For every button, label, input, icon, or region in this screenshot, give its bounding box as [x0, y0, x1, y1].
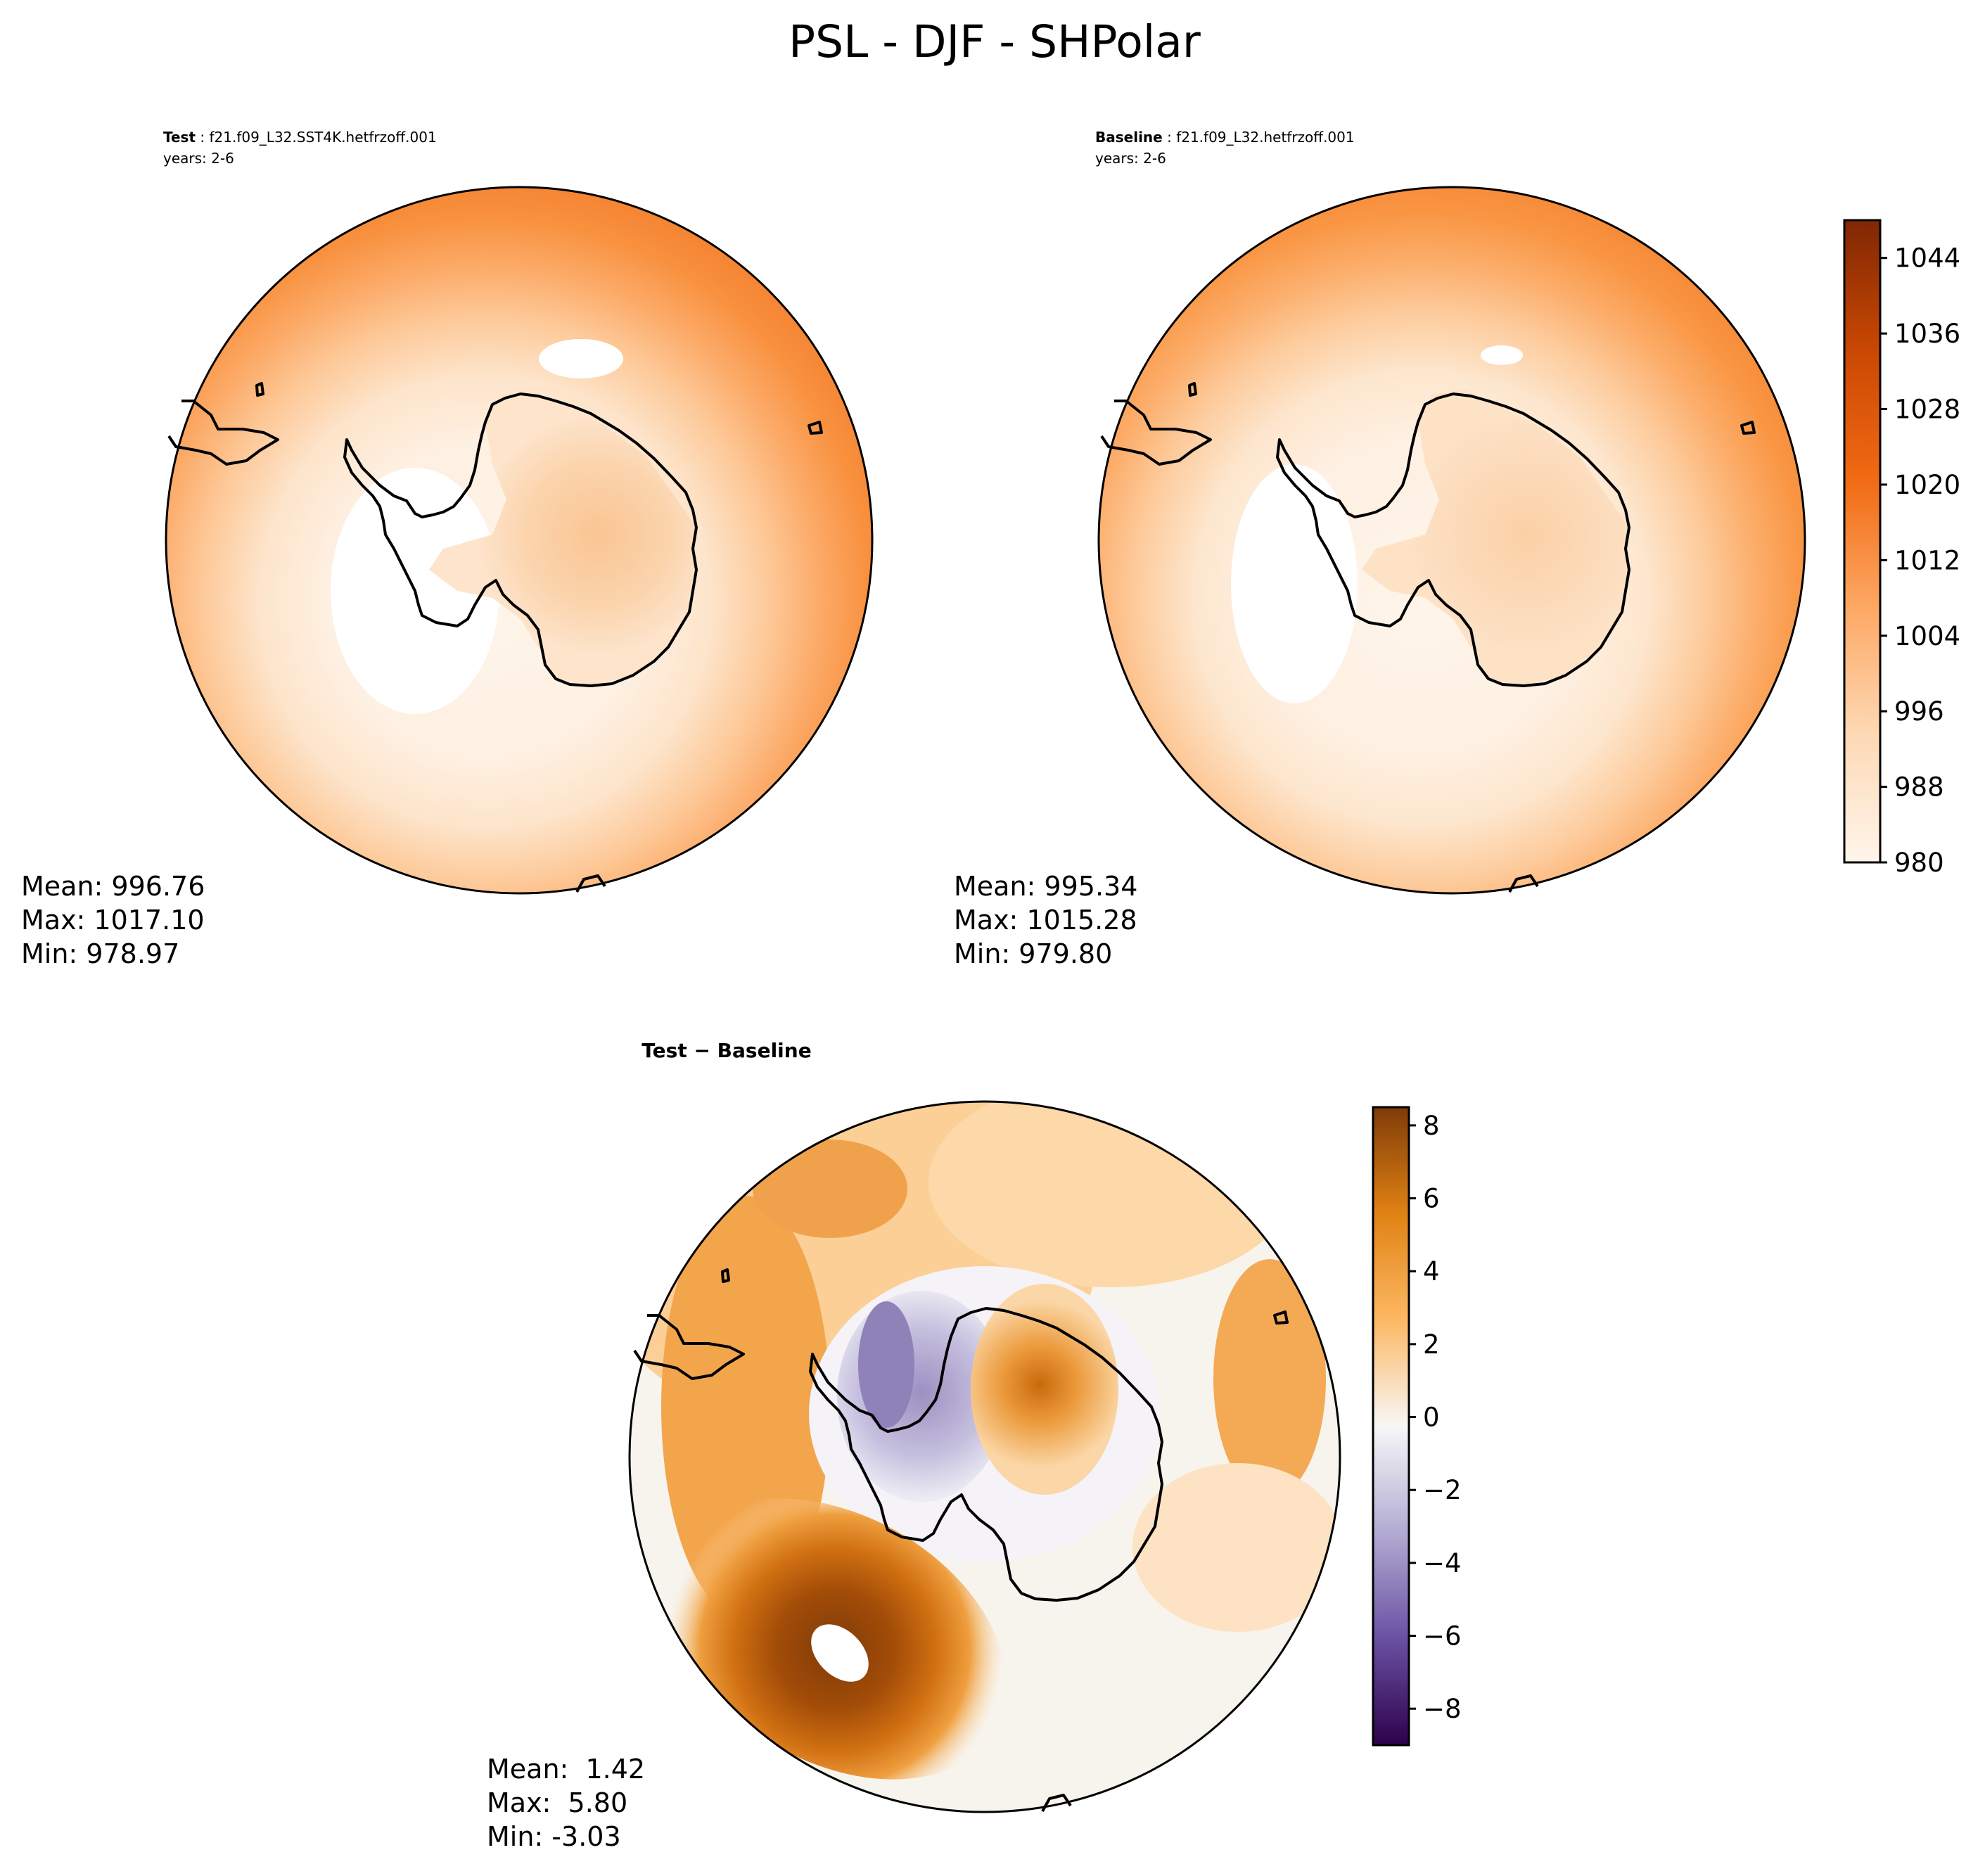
psl-colorbar-tick-label: 996 [1894, 696, 1944, 727]
psl-colorbar-tick-label: 988 [1894, 772, 1944, 803]
difference-colorbar-tick-label: −6 [1423, 1621, 1462, 1652]
difference-colorbar: −8 −6 −4 −2 0 2 4 6 8 [1372, 1106, 1462, 1747]
test-case-name: f21.f09_L32.SST4K.hetfrzoff.001 [209, 129, 436, 146]
difference-map-field [630, 1102, 1340, 1812]
baseline-coastline [1100, 382, 1756, 893]
difference-field-light-orange-ne [928, 1102, 1294, 1287]
panel-test: Test : f21.f09_L32.SST4K.hetfrzoff.001 y… [21, 129, 874, 969]
psl-colorbar-tick-label: 980 [1894, 848, 1944, 878]
difference-colorbar-tick-label: −4 [1423, 1548, 1462, 1578]
difference-colorbar-tick-label: 8 [1423, 1111, 1440, 1141]
baseline-south-america-tip [1100, 400, 1212, 466]
difference-field-negative-core [858, 1301, 914, 1428]
difference-field-orange-nw [753, 1140, 907, 1238]
test-years: years: 2-6 [163, 150, 234, 167]
difference-falklands [721, 1268, 730, 1283]
difference-min: Min: -3.03 [487, 1821, 621, 1852]
baseline-field-min-area [1231, 464, 1358, 703]
panel-baseline: Baseline : f21.f09_L32.hetfrzoff.001 yea… [954, 129, 1960, 969]
difference-colorbar-tick-label: 6 [1423, 1184, 1440, 1214]
baseline-island-east [1740, 421, 1756, 435]
test-panel-label: Test : f21.f09_L32.SST4K.hetfrzoff.001 [163, 129, 437, 146]
baseline-max: Max: 1015.28 [954, 905, 1137, 936]
baseline-field-min-area-2 [1481, 345, 1523, 365]
test-field-min-area-2 [539, 339, 623, 378]
test-new-zealand-tip [575, 874, 606, 893]
baseline-panel-label: Baseline : f21.f09_L32.hetfrzoff.001 [1095, 129, 1355, 146]
test-south-america-tip [167, 400, 279, 466]
panel-difference: Test − Baseline Mean: 1.42 Max: 5.80 [487, 1039, 1462, 1852]
psl-colorbar-tick-label: 1028 [1894, 395, 1960, 425]
difference-island-east [1273, 1310, 1289, 1325]
difference-colorbar-tick-label: 2 [1423, 1329, 1440, 1360]
baseline-map-field [1099, 187, 1805, 893]
difference-field-orange-east [1213, 1259, 1326, 1498]
difference-field-max-core [811, 1624, 869, 1682]
difference-colorbar-tick-label: −2 [1423, 1475, 1462, 1505]
difference-field-antarctic-positive [971, 1284, 1118, 1495]
difference-colorbar-ticks: −8 −6 −4 −2 0 2 4 6 8 [1409, 1111, 1462, 1724]
psl-colorbar-tick-label: 1004 [1894, 621, 1960, 651]
difference-coastline [633, 1268, 1289, 1812]
test-min: Min: 978.97 [21, 938, 179, 969]
psl-colorbar-tick-label: 1020 [1894, 470, 1960, 500]
test-mean: Mean: 996.76 [21, 871, 205, 902]
difference-new-zealand-tip [1041, 1794, 1072, 1812]
difference-colorbar-tick-label: −8 [1423, 1694, 1462, 1724]
test-antarctica-outline [343, 393, 698, 687]
difference-colorbar-bar [1372, 1106, 1410, 1747]
psl-colorbar: 980 988 996 1004 1012 1020 1028 1036 1044 [1843, 219, 1960, 878]
baseline-map-boundary [1097, 186, 1806, 895]
baseline-case-name: f21.f09_L32.hetfrzoff.001 [1176, 129, 1354, 146]
test-label: Test [163, 129, 196, 146]
figure-title: PSL - DJF - SHPolar [789, 16, 1201, 68]
baseline-min: Min: 979.80 [954, 938, 1112, 969]
psl-colorbar-tick-label: 1012 [1894, 545, 1960, 575]
test-antarctic-high [429, 390, 696, 686]
psl-colorbar-bar [1843, 219, 1882, 864]
baseline-antarctic-high [1362, 390, 1629, 686]
psl-colorbar-tick-label: 1044 [1894, 243, 1960, 274]
difference-mean: Mean: 1.42 [487, 1754, 645, 1785]
test-map-boundary [165, 186, 874, 895]
difference-colorbar-tick-label: 0 [1423, 1403, 1440, 1433]
difference-field-pale-se [1132, 1463, 1340, 1632]
test-coastline [167, 382, 823, 893]
baseline-antarctica-outline [1276, 393, 1630, 687]
difference-colorbar-tick-label: 4 [1423, 1256, 1440, 1287]
test-island-east [808, 421, 823, 435]
baseline-new-zealand-tip [1508, 874, 1539, 893]
psl-colorbar-ticks: 980 988 996 1004 1012 1020 1028 1036 1044 [1880, 243, 1960, 878]
difference-antarctica-outline [809, 1307, 1163, 1602]
test-falklands [255, 382, 264, 397]
difference-south-america-tip [633, 1314, 745, 1380]
difference-map-boundary [628, 1100, 1341, 1813]
baseline-label: Baseline [1095, 129, 1163, 146]
psl-colorbar-tick-label: 1036 [1894, 319, 1960, 349]
baseline-years: years: 2-6 [1095, 150, 1166, 167]
difference-title: Test − Baseline [642, 1039, 811, 1062]
baseline-falklands [1188, 382, 1197, 397]
baseline-mean: Mean: 995.34 [954, 871, 1137, 902]
test-max: Max: 1017.10 [21, 905, 205, 936]
difference-max: Max: 5.80 [487, 1787, 627, 1818]
test-map-field [166, 187, 872, 893]
